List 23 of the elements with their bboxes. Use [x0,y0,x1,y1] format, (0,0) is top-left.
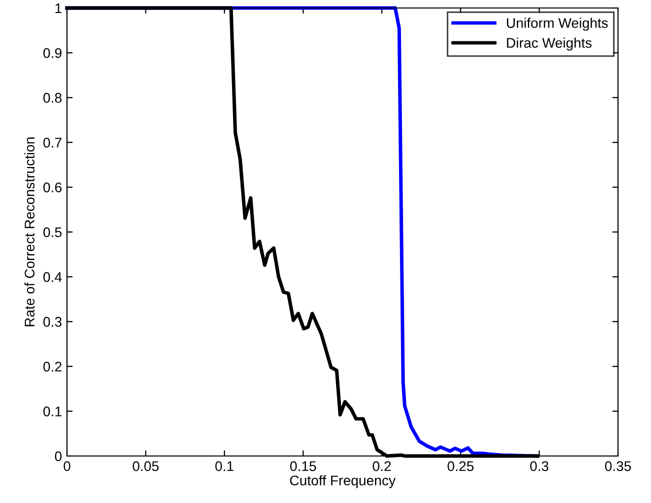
x-tick-label: 0.35 [605,461,631,472]
x-tick-label: 0 [64,461,70,472]
y-tick-label: 0.9 [43,48,62,58]
y-tick-label: 0.7 [43,138,62,148]
legend-label: Uniform Weights [506,18,608,31]
y-tick-label: 0.4 [43,272,62,282]
x-tick-label: 0.15 [290,461,316,472]
y-tick-label: 0.8 [43,92,62,103]
y-tick-label: 0.1 [43,406,62,416]
x-tick-label: 0.25 [448,461,474,472]
y-tick-label: 0.2 [43,362,62,372]
y-tick-label: 0 [54,451,62,462]
y-tick-label: 0.3 [43,316,62,327]
y-axis-title: Rate of Correct Reconstruction [24,138,35,326]
y-tick-label: 0.6 [43,182,62,192]
x-axis-title: Cutoff Frequency [290,475,396,488]
x-tick-label: 0.2 [372,461,391,472]
legend-label: Dirac Weights [507,38,592,51]
x-tick-label: 0.1 [215,461,234,472]
y-tick-label: 0.5 [43,227,62,238]
x-tick-label: 0.05 [132,461,159,472]
y-tick-label: 1 [55,3,62,14]
x-tick-label: 0.3 [530,461,548,472]
